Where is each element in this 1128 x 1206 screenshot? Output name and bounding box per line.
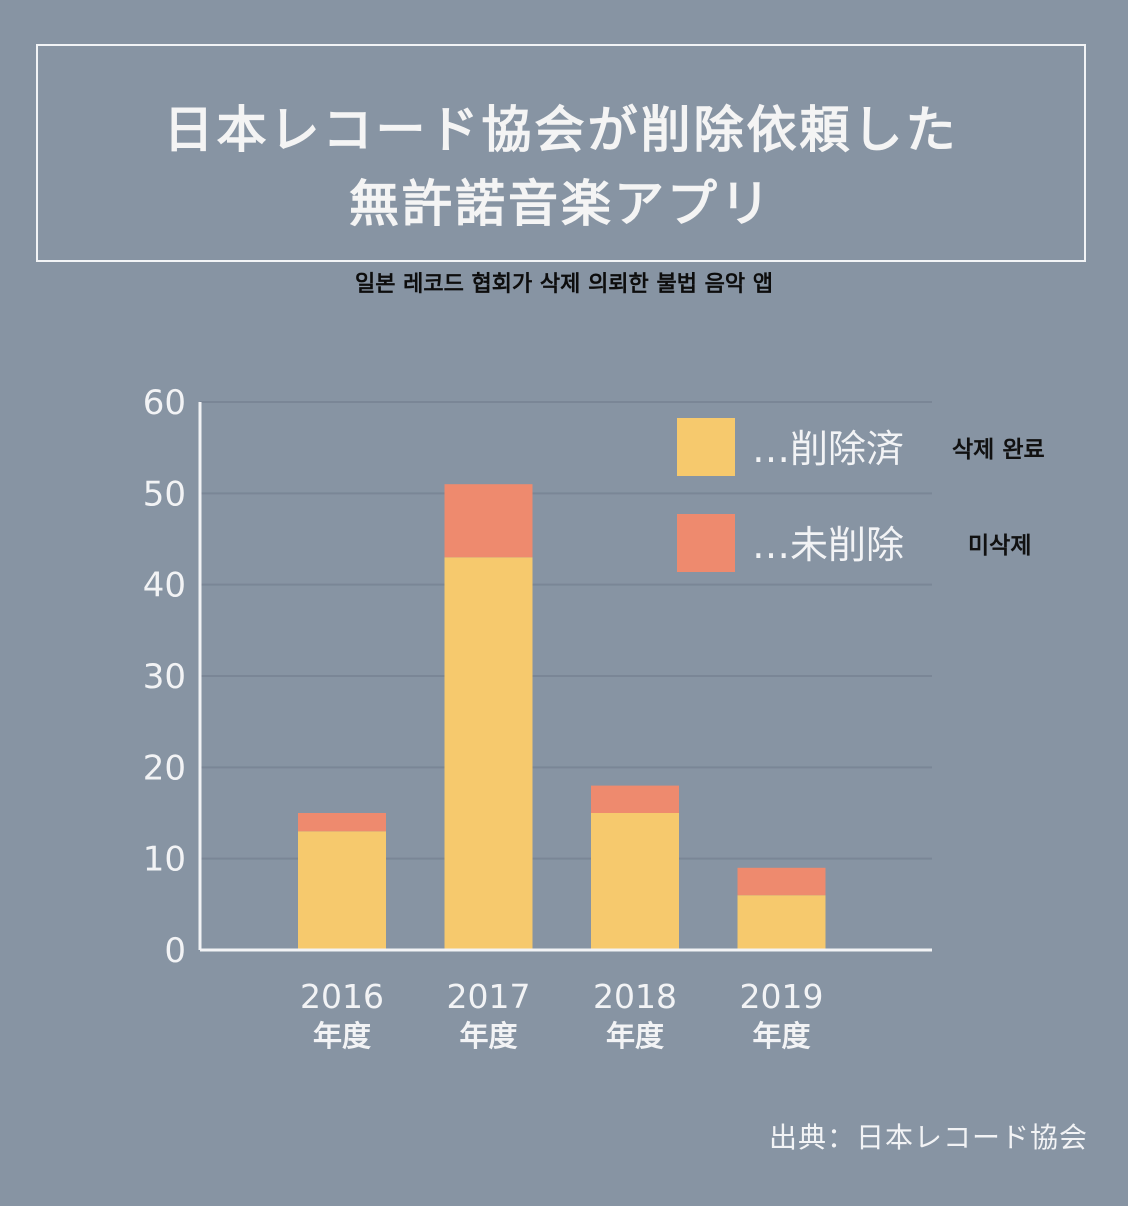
y-tick-30: 30 [143, 657, 186, 697]
korean-subtitle: 일본 레코드 협회가 삭제 의뢰한 불법 음악 앱 [355, 272, 773, 297]
bar-2016-deleted [298, 831, 386, 950]
y-tick-0: 0 [164, 931, 186, 971]
legend-label-deleted: …削除済 [752, 427, 904, 471]
bars [298, 484, 826, 950]
bar-2017-not-deleted [444, 484, 533, 558]
y-tick-40: 40 [143, 566, 186, 606]
bar-2018-not-deleted [591, 785, 679, 813]
x-tick-suffix-2017: 年度 [459, 1019, 517, 1053]
x-tick-2017: 2017 [447, 977, 531, 1016]
chart-title-line-2: 無許諾音楽アプリ [349, 175, 773, 233]
bar-2016-not-deleted [298, 813, 386, 832]
title-box: 日本レコード協会が削除依頼した 無許諾音楽アプリ [36, 44, 1086, 262]
source-note: 出典：日本レコード協会 [768, 1121, 1088, 1154]
bar-2019-not-deleted [737, 867, 826, 896]
legend-label-kr-not-deleted: 미삭제 [968, 533, 1031, 559]
x-tick-2019: 2019 [740, 977, 824, 1016]
y-tick-10: 10 [143, 840, 186, 880]
axes [198, 402, 932, 952]
legend: …削除済 삭제 완료 …未削除 미삭제 [677, 418, 1045, 572]
legend-label-kr-deleted: 삭제 완료 [952, 437, 1045, 463]
bar-2019-deleted [737, 895, 826, 950]
legend-label-not-deleted: …未削除 [752, 523, 904, 567]
x-tick-suffix-2019: 年度 [752, 1019, 810, 1053]
chart-title-line-1: 日本レコード協会が削除依頼した [163, 101, 959, 159]
x-tick-2018: 2018 [593, 977, 677, 1016]
legend-swatch-deleted [677, 418, 735, 476]
x-tick-suffix-2016: 年度 [313, 1019, 371, 1053]
x-tick-2016: 2016 [300, 977, 384, 1016]
grid-lines [200, 401, 932, 860]
y-tick-20: 20 [143, 748, 186, 788]
bar-2017-deleted [444, 557, 533, 950]
y-tick-60: 60 [143, 383, 186, 423]
bar-2018-deleted [591, 813, 679, 950]
legend-swatch-not-deleted [677, 514, 735, 572]
y-tick-50: 50 [143, 474, 186, 514]
x-tick-suffix-2018: 年度 [606, 1019, 664, 1053]
y-tick-labels: 0 10 20 30 40 50 60 [143, 383, 186, 971]
